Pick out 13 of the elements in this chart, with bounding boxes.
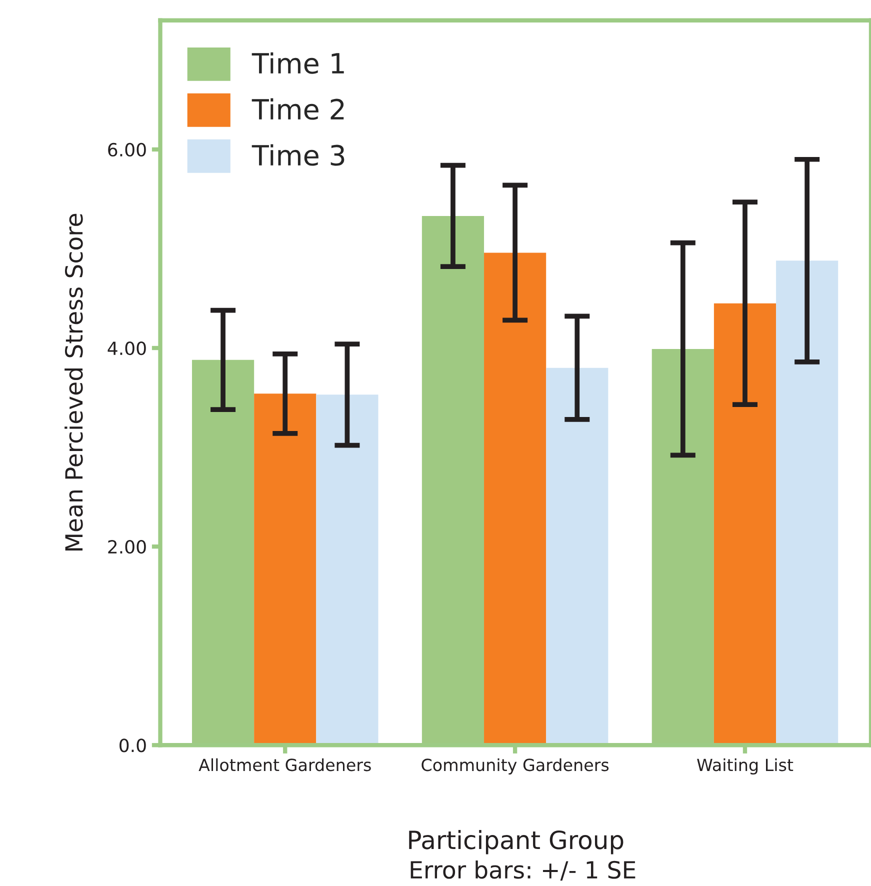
legend-label: Time 3 [252,144,344,166]
legend-label: Time 2 [252,98,344,120]
legend-label: Time 1 [252,52,344,74]
x-tick-label: Allotment Gardeners [198,758,371,772]
y-tick-label: 0.0 [120,738,146,752]
y-tick-label: 4.00 [108,341,146,356]
y-axis-title: Mean Percieved Stress Score [64,214,83,551]
x-axis-title: Participant Group [409,830,624,854]
x-tick-label: Waiting List [697,758,794,774]
y-tick-label: 2.00 [108,540,146,554]
text: Error bars: +/- 1 SE [410,860,636,881]
x-tick-label: Community Gardeners [422,758,609,774]
y-tick-label: 6.00 [108,142,146,157]
